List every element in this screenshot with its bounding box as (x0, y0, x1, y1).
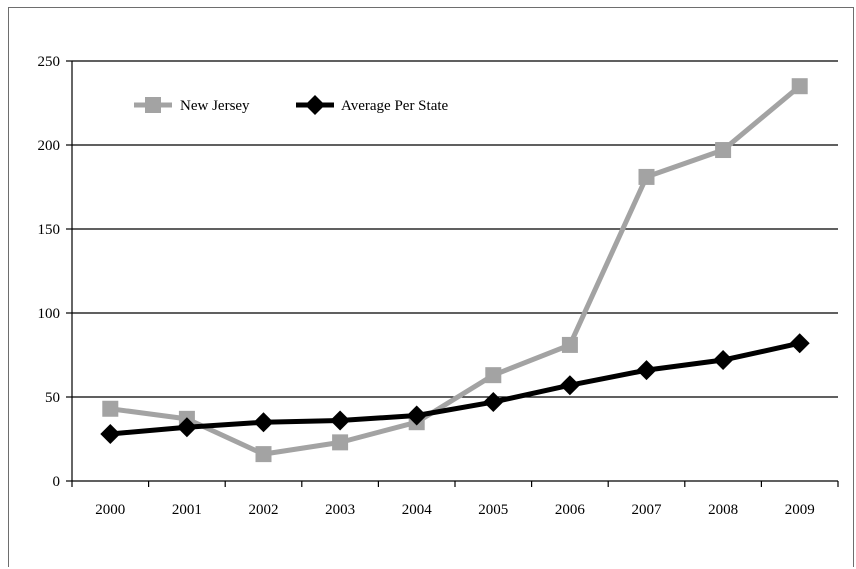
y-tick-label: 150 (38, 222, 61, 238)
y-tick-label: 50 (45, 390, 60, 406)
series-new-jersey (102, 78, 808, 463)
y-tick-label: 250 (38, 54, 61, 70)
series-marker (406, 405, 427, 426)
series-marker (100, 423, 121, 444)
series-marker (176, 417, 197, 438)
x-tick-label: 2002 (249, 502, 279, 518)
series-marker (102, 400, 119, 417)
legend-label: New Jersey (180, 98, 250, 114)
x-tick-label: 2001 (172, 502, 202, 518)
series-marker (638, 168, 655, 185)
x-tick-label: 2007 (632, 502, 663, 518)
series-marker (789, 333, 810, 354)
x-tick-label: 2004 (402, 502, 433, 518)
y-axis-ticks: 0 50 100 150 200 250 (38, 54, 72, 490)
series-marker (636, 360, 657, 381)
legend: New Jersey Average Per State (134, 95, 449, 115)
series-marker (561, 336, 578, 353)
chart-frame (8, 7, 854, 567)
series-group (100, 78, 810, 463)
legend-item: Average Per State (296, 95, 449, 115)
x-tick-label: 2009 (785, 502, 815, 518)
series-marker (715, 142, 732, 159)
series-line (109, 84, 802, 457)
x-tick-label: 2000 (95, 502, 125, 518)
x-tick-label: 2008 (708, 502, 738, 518)
series-marker (255, 446, 272, 463)
series-marker (330, 410, 351, 431)
series-average-per-state (100, 333, 810, 444)
series-marker (332, 434, 349, 451)
gridlines (72, 60, 838, 398)
series-marker (253, 412, 274, 433)
series-marker (485, 367, 502, 384)
series-marker (791, 78, 808, 95)
legend-item: New Jersey (134, 97, 250, 114)
x-tick-label: 2005 (478, 502, 508, 518)
series-marker (483, 392, 504, 413)
series-line (110, 340, 801, 437)
series-marker (713, 350, 734, 371)
series-marker (305, 95, 325, 115)
legend-label: Average Per State (341, 98, 449, 114)
y-tick-label: 200 (38, 138, 61, 154)
series-marker (559, 375, 580, 396)
x-tick-label: 2006 (555, 502, 586, 518)
y-tick-label: 100 (38, 306, 61, 322)
x-axis-ticks: 2000 2001 2002 2003 2004 2005 2006 2007 2008 2009 (71, 481, 839, 518)
y-tick-label: 0 (53, 474, 61, 490)
series-marker (145, 97, 161, 113)
x-tick-label: 2003 (325, 502, 355, 518)
